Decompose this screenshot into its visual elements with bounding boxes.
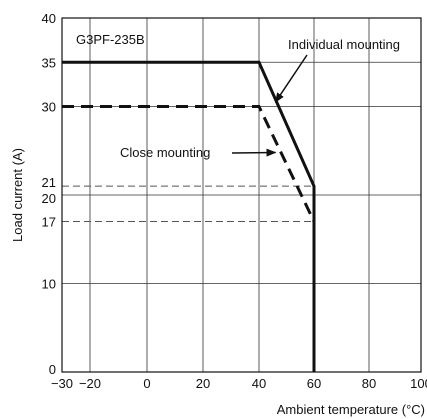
- series-layer: [62, 60, 316, 372]
- plot-frame: [61, 17, 422, 373]
- series-line: [62, 105, 316, 223]
- x-tick-label: 0: [143, 376, 150, 391]
- y-axis-label: Load current (A): [10, 148, 25, 242]
- x-tick-label: 40: [252, 376, 266, 391]
- chart-title: G3PF-235B: [76, 32, 145, 47]
- annotation-individual-mounting: Individual mounting: [288, 37, 400, 52]
- x-tick-label: −30: [51, 376, 73, 391]
- y-tick-label: 0: [49, 362, 56, 377]
- grid-layer: [62, 18, 421, 372]
- tick-labels: −30−20020406080100010172021303540: [42, 11, 427, 391]
- x-tick-label: 60: [307, 376, 321, 391]
- reference-lines: [62, 185, 314, 223]
- y-tick-label: 17: [42, 215, 56, 230]
- annotation-close-mounting: Close mounting: [120, 145, 210, 160]
- x-tick-label: 80: [362, 376, 376, 391]
- y-tick-label: 21: [42, 175, 56, 190]
- y-tick-label: 20: [42, 191, 56, 206]
- y-tick-label: 40: [42, 11, 56, 26]
- y-tick-label: 10: [42, 277, 56, 292]
- x-tick-label: 100: [410, 376, 427, 391]
- series-line: [62, 60, 316, 372]
- annotation-individual-mounting-arrow: [274, 54, 308, 103]
- y-tick-label: 35: [42, 55, 56, 70]
- x-tick-label: −20: [79, 376, 101, 391]
- x-tick-label: 20: [196, 376, 210, 391]
- x-axis-label: Ambient temperature (°C): [277, 402, 425, 417]
- y-tick-label: 30: [42, 100, 56, 115]
